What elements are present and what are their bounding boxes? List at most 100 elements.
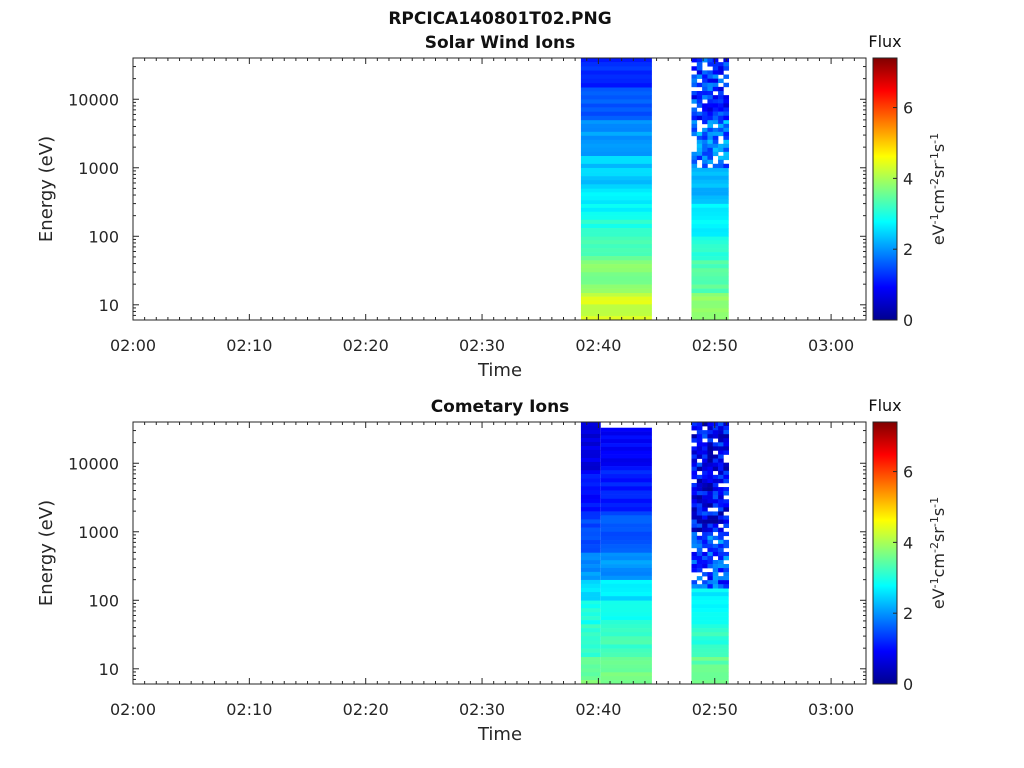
heatmap-cell [696,131,703,137]
heatmap-cell [702,482,708,488]
heatmap-cell [600,587,652,593]
heatmap-cell [580,624,601,629]
heatmap-cell [707,559,714,565]
heatmap-cell [600,567,652,573]
heatmap-cell [702,103,708,108]
heatmap-cell [580,575,601,580]
heatmap-cell [712,143,719,149]
heatmap-cell [723,135,730,141]
heatmap-cell [580,196,652,201]
heatmap-cell [600,579,652,585]
heatmap-cell [723,474,730,480]
heatmap-cell [707,527,714,533]
heatmap-cell [580,441,601,447]
heatmap-cell [718,491,724,496]
heatmap-cell [707,99,714,104]
heatmap-cell [580,664,601,669]
x-tick-label: 02:30 [459,700,505,719]
heatmap-cell [718,143,724,149]
heatmap-cell [696,135,703,141]
heatmap-cell [707,70,714,75]
heatmap-cell [712,466,719,472]
heatmap-cell [702,470,708,476]
heatmap-cell [723,74,730,79]
heatmap-cell [707,438,714,443]
heatmap-cell [707,115,714,121]
heatmap-cell [696,584,703,589]
heatmap-cell [702,539,708,545]
heatmap-cell [718,495,724,500]
heatmap-cell [580,672,601,677]
heatmap-cell [696,527,703,533]
heatmap-cell [600,672,652,677]
heatmap-cell [702,430,708,435]
heatmap-cell [718,499,724,504]
heatmap-cell [580,228,652,233]
heatmap-cell [691,127,698,133]
heatmap-cell [712,422,719,427]
heatmap-cell [580,172,652,177]
heatmap-cell [723,543,730,549]
heatmap-cell [696,462,703,468]
heatmap-cell [718,147,724,153]
heatmap-cell [580,308,652,313]
heatmap-cell [712,543,719,549]
heatmap-cell [600,583,652,589]
heatmap-cell [712,78,719,84]
heatmap-cell [691,616,729,621]
heatmap-cell [712,551,719,557]
heatmap-cell [580,457,601,463]
heatmap-cell [718,127,724,133]
heatmap-cell [600,660,652,665]
heatmap-cell [691,466,698,472]
heatmap-cell [702,559,708,565]
heatmap-cell [691,660,729,665]
heatmap-cell [718,487,724,492]
heatmap-cell [600,507,652,512]
heatmap-cell [707,430,714,435]
heatmap-cell [702,478,708,484]
heatmap-cell [580,482,601,487]
heatmap-cell [712,559,719,565]
heatmap-cell [600,616,652,621]
heatmap-cell [691,652,729,658]
heatmap-cell [691,543,698,549]
heatmap-cell [691,292,729,297]
heatmap-cell [691,535,698,541]
heatmap-cell [691,236,729,241]
heatmap-cell [580,62,652,67]
heatmap-cell [691,531,698,537]
heatmap-cell [712,474,719,480]
colorbar [872,57,898,321]
heatmap-cell [702,127,708,133]
heatmap-cell [600,523,652,528]
heatmap-cell [691,195,729,200]
heatmap-cell [580,535,601,541]
heatmap-cell [718,446,724,451]
heatmap-cell [696,466,703,472]
heatmap-cell [707,535,714,541]
heatmap-cell [600,515,652,520]
heatmap-cell [600,628,652,633]
heatmap-cell [691,272,729,277]
heatmap-cell [712,576,719,581]
heatmap-cell [580,119,652,125]
heatmap-cell [580,608,601,613]
heatmap-cell [702,474,708,480]
heatmap-cell [696,450,703,455]
heatmap-cell [580,316,652,321]
heatmap-cell [600,439,652,444]
heatmap-cell [696,495,703,500]
heatmap-cell [712,111,719,117]
heatmap-cell [580,163,652,169]
heatmap-block [691,58,730,321]
heatmap-cell [580,99,652,104]
heatmap-cell [723,450,730,455]
heatmap-cell [723,430,730,435]
heatmap-cell [691,179,729,184]
heatmap-cell [600,608,652,613]
heatmap-cell [691,527,698,533]
heatmap-cell [696,147,703,153]
heatmap-cell [723,127,730,133]
heatmap-cell [707,547,714,553]
